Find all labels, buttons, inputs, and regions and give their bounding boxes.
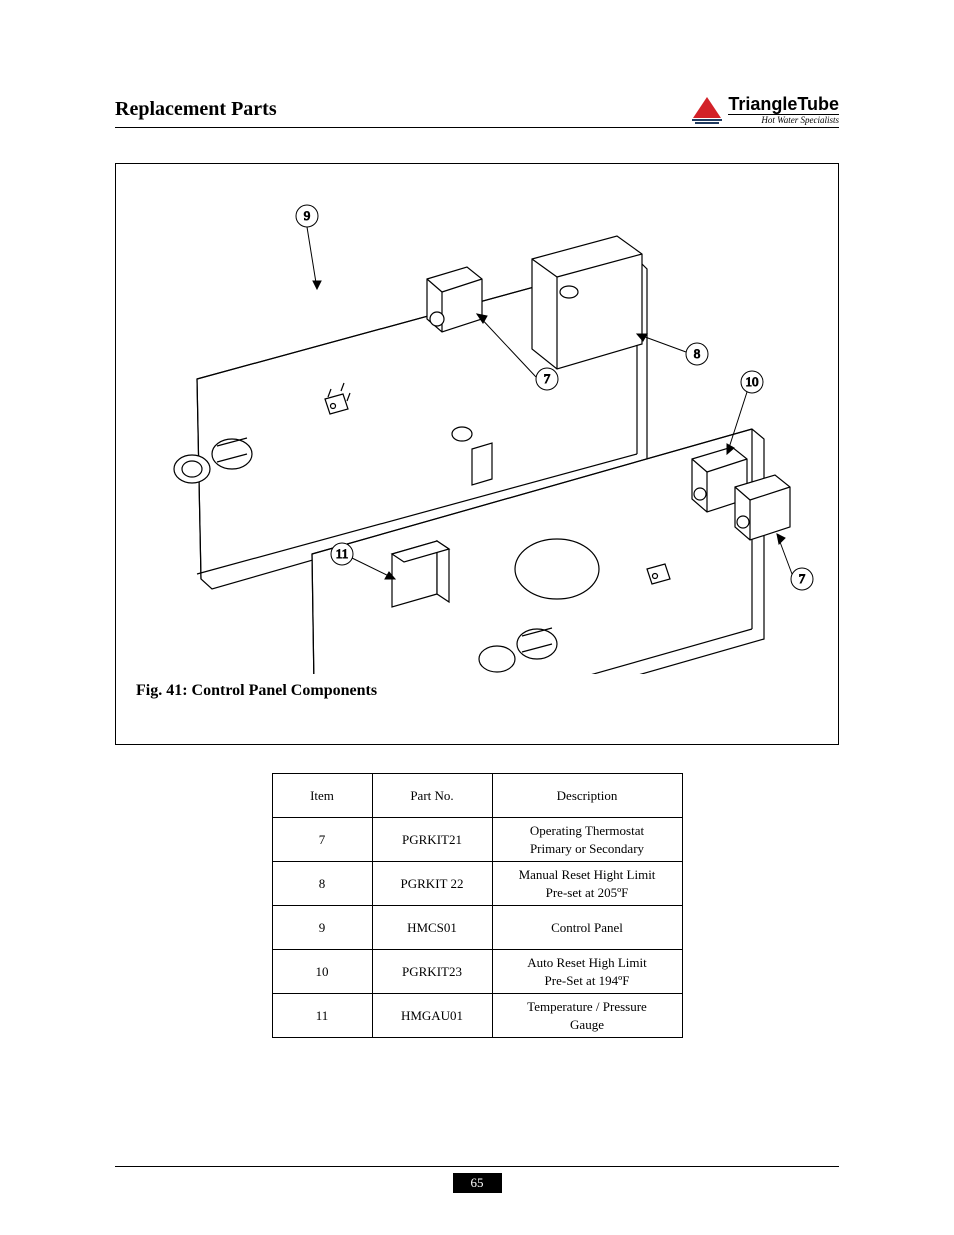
cell-desc: Operating ThermostatPrimary or Secondary	[492, 818, 682, 862]
page-header: Replacement Parts TriangleTube Hot Water…	[115, 95, 839, 128]
cell-item: 10	[272, 950, 372, 994]
callout-11: 11	[336, 546, 349, 561]
cell-desc: Temperature / PressureGauge	[492, 994, 682, 1038]
cell-part: PGRKIT21	[372, 818, 492, 862]
cell-item: 11	[272, 994, 372, 1038]
table-row: 7 PGRKIT21 Operating ThermostatPrimary o…	[272, 818, 682, 862]
callout-7-upper: 7	[544, 371, 551, 386]
figure-container: 9 8 7 10 7 11 Fig. 41: Control Panel Com…	[115, 163, 839, 745]
table-row: 10 PGRKIT23 Auto Reset High LimitPre-Set…	[272, 950, 682, 994]
th-partno: Part No.	[372, 774, 492, 818]
cell-desc: Auto Reset High LimitPre-Set at 194ºF	[492, 950, 682, 994]
logo-icon	[690, 95, 724, 125]
page-number: 65	[453, 1173, 502, 1193]
parts-table: Item Part No. Description 7 PGRKIT21 Ope…	[272, 773, 683, 1038]
table-header-row: Item Part No. Description	[272, 774, 682, 818]
callout-9: 9	[304, 208, 311, 223]
callout-8: 8	[694, 346, 701, 361]
table-row: 8 PGRKIT 22 Manual Reset Hight LimitPre-…	[272, 862, 682, 906]
cell-part: HMCS01	[372, 906, 492, 950]
cell-part: HMGAU01	[372, 994, 492, 1038]
section-title: Replacement Parts	[115, 98, 277, 125]
cell-item: 8	[272, 862, 372, 906]
cell-desc: Control Panel	[492, 906, 682, 950]
cell-item: 9	[272, 906, 372, 950]
cell-item: 7	[272, 818, 372, 862]
th-item: Item	[272, 774, 372, 818]
logo-tagline: Hot Water Specialists	[761, 116, 839, 125]
cell-part: PGRKIT23	[372, 950, 492, 994]
callout-7-lower: 7	[799, 571, 806, 586]
th-description: Description	[492, 774, 682, 818]
table-row: 9 HMCS01 Control Panel	[272, 906, 682, 950]
brand-logo: TriangleTube Hot Water Specialists	[690, 95, 839, 125]
cell-desc: Manual Reset Hight LimitPre-set at 205ºF	[492, 862, 682, 906]
figure-caption: Fig. 41: Control Panel Components	[136, 682, 818, 700]
table-row: 11 HMGAU01 Temperature / PressureGauge	[272, 994, 682, 1038]
page-footer: 65	[115, 1166, 839, 1193]
logo-brand-text: TriangleTube	[728, 95, 839, 115]
cell-part: PGRKIT 22	[372, 862, 492, 906]
figure-diagram: 9 8 7 10 7 11	[136, 184, 818, 674]
callout-10: 10	[746, 374, 759, 389]
